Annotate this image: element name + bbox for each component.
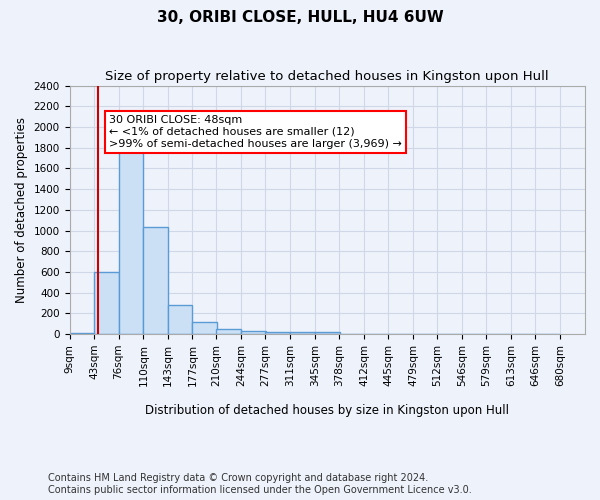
Bar [70,333,94,334]
Text: 30 ORIBI CLOSE: 48sqm
← <1% of detached houses are smaller (12)
>99% of semi-det: 30 ORIBI CLOSE: 48sqm ← <1% of detached … [109,116,402,148]
Bar [193,322,217,334]
Y-axis label: Number of detached properties: Number of detached properties [15,117,28,303]
Bar [290,332,315,334]
Text: 30, ORIBI CLOSE, HULL, HU4 6UW: 30, ORIBI CLOSE, HULL, HU4 6UW [157,10,443,25]
Bar [143,228,168,334]
Bar [167,304,193,334]
Bar [315,332,340,334]
Bar [94,272,119,334]
Bar [241,331,266,334]
Bar [265,332,290,334]
Title: Size of property relative to detached houses in Kingston upon Hull: Size of property relative to detached ho… [106,70,549,83]
Bar [217,329,241,334]
Text: Distribution of detached houses by size in Kingston upon Hull: Distribution of detached houses by size … [145,404,509,417]
Bar [119,138,143,334]
Text: Contains HM Land Registry data © Crown copyright and database right 2024.
Contai: Contains HM Land Registry data © Crown c… [48,474,472,495]
